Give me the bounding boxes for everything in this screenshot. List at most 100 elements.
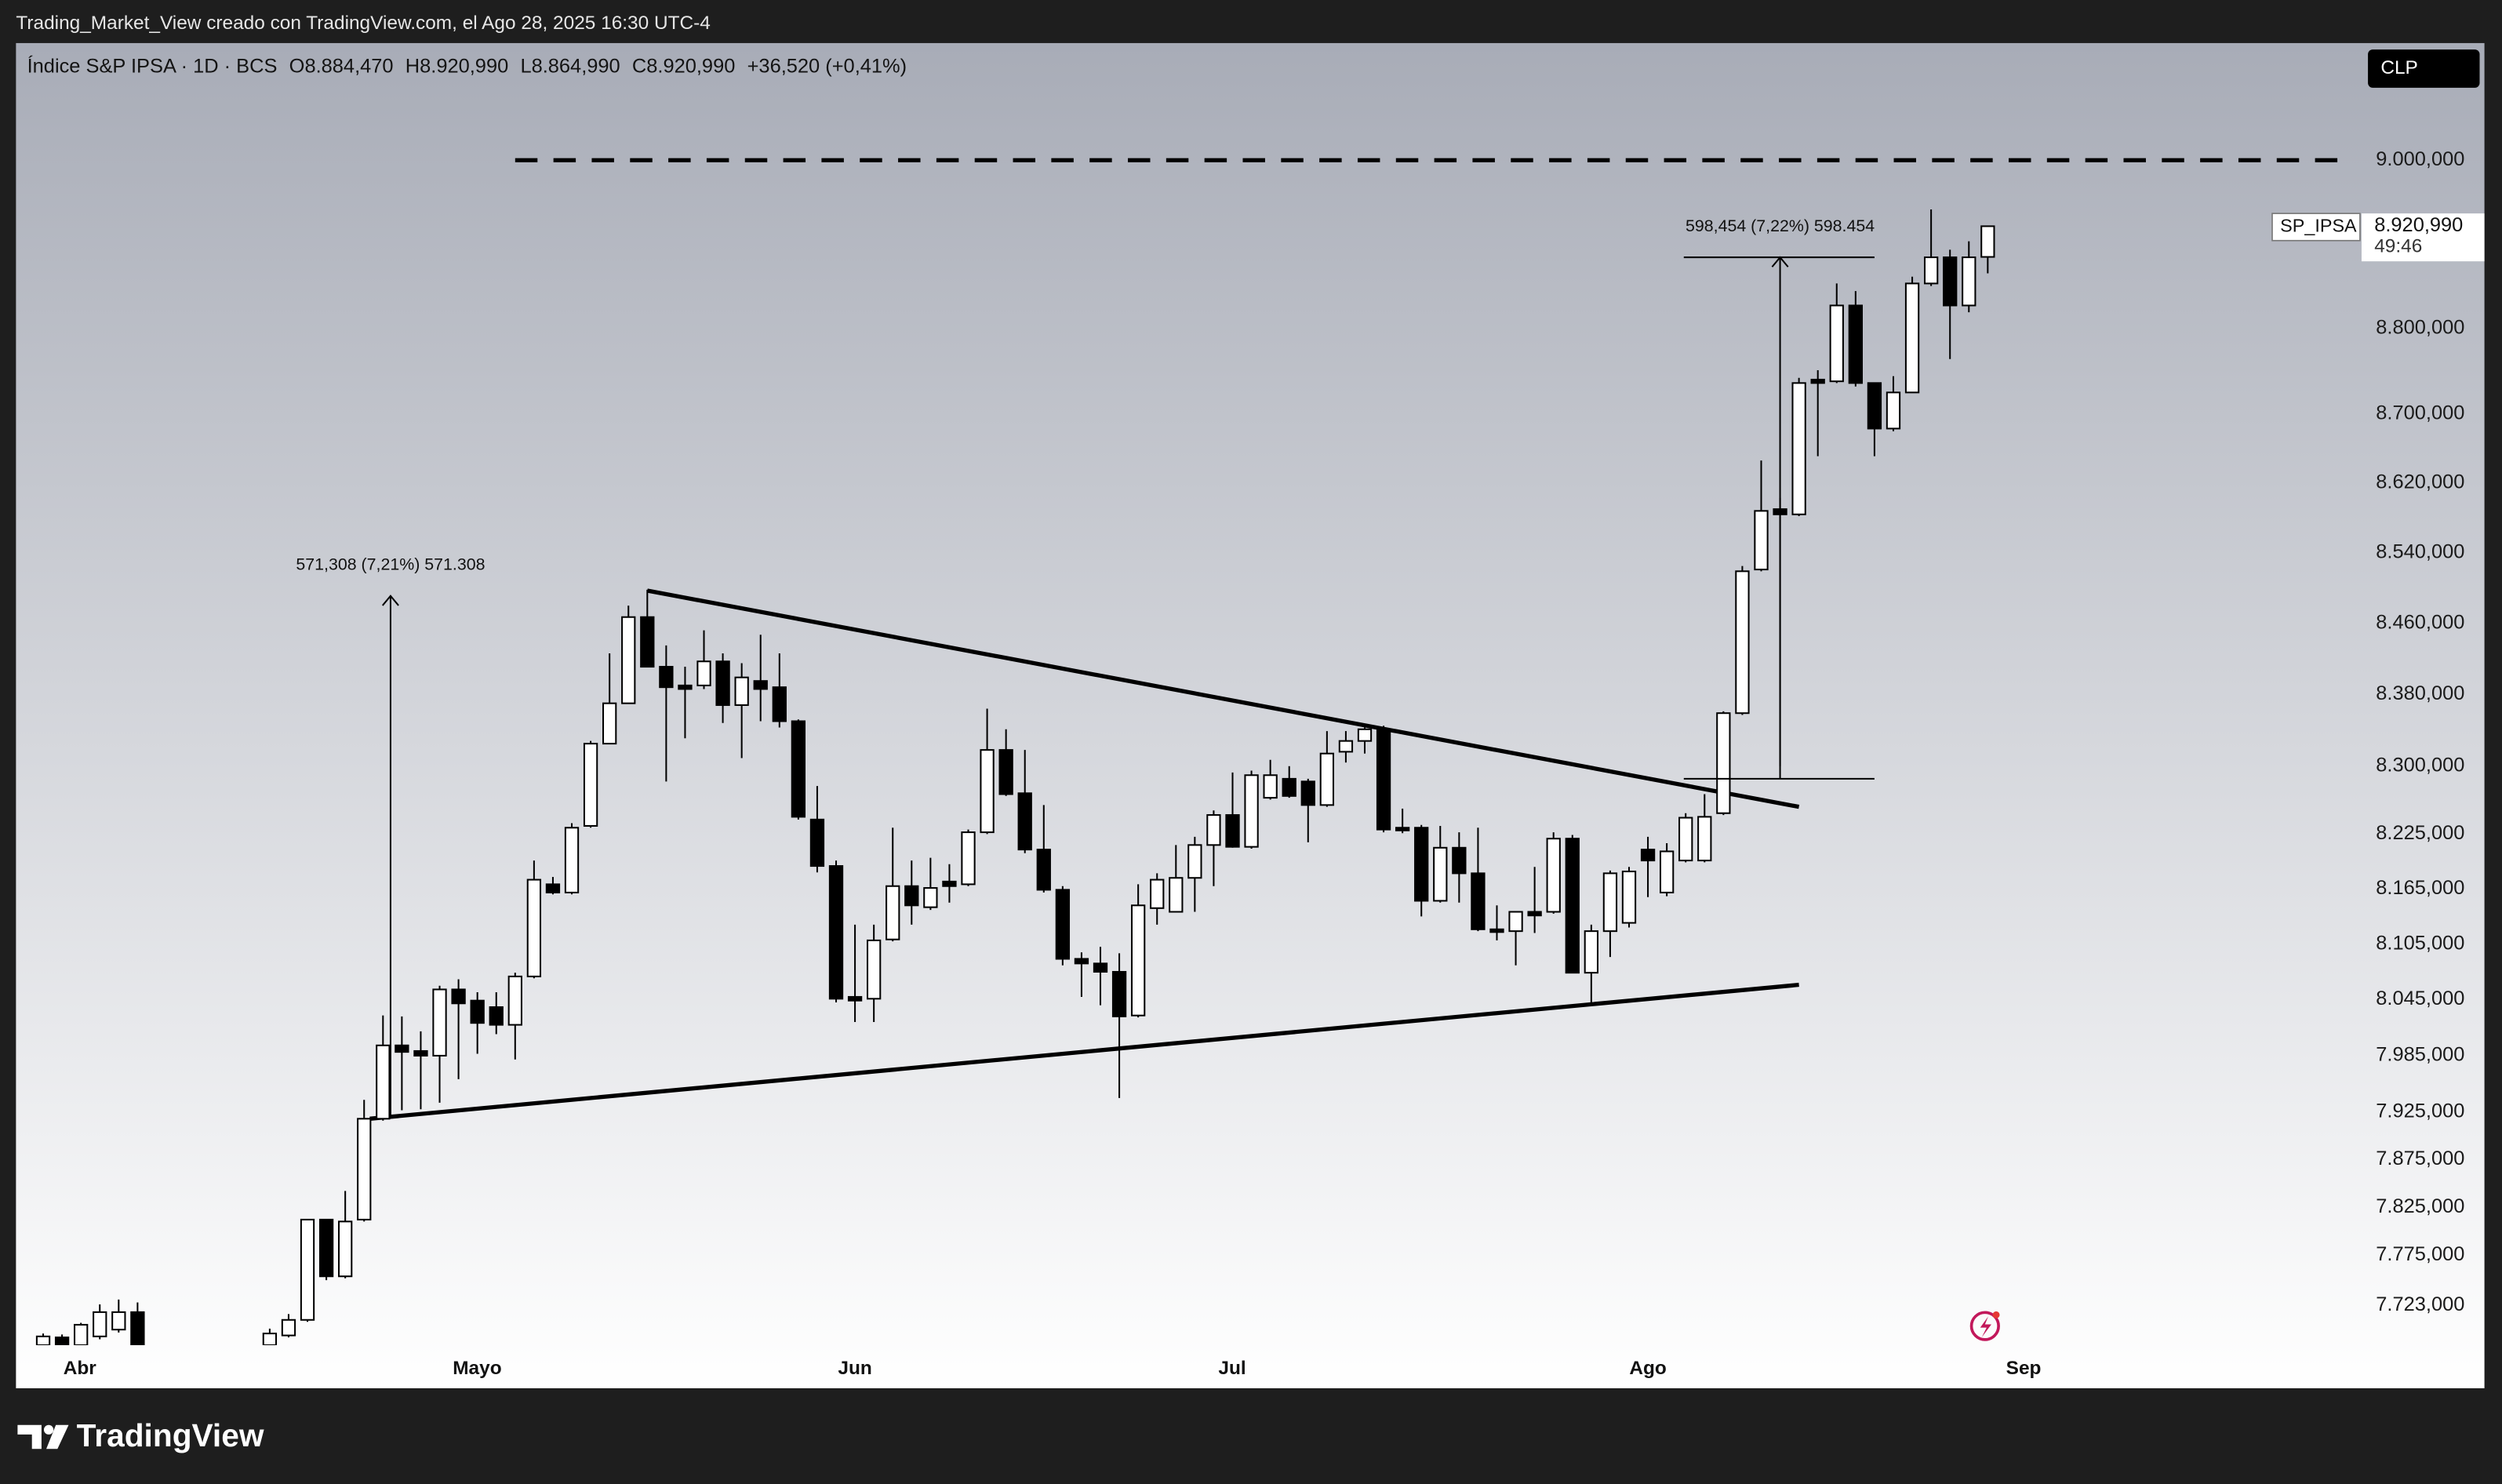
candle-body	[1848, 304, 1864, 384]
candle-body	[507, 975, 522, 1026]
candle-body	[1111, 970, 1127, 1017]
candle-body	[1452, 846, 1467, 875]
y-tick-label: 8.105,000	[2376, 932, 2464, 954]
candle-body	[1659, 850, 1675, 893]
candle-body	[659, 666, 674, 689]
candle-body	[376, 1044, 391, 1120]
measure-label: 571,308 (7,21%) 571.308	[296, 555, 485, 574]
candle-body	[1206, 814, 1221, 846]
candle-body	[1319, 752, 1335, 806]
candle-body	[942, 880, 957, 887]
candle-body	[1904, 282, 1920, 394]
x-tick-label: Jul	[1218, 1358, 1246, 1379]
candle-body	[74, 1323, 89, 1346]
candle-body	[1433, 846, 1448, 902]
alert-icon[interactable]	[1969, 1311, 2000, 1341]
legend-change: +36,520 (+0,41%)	[747, 55, 907, 77]
logo-mark-dot	[43, 1424, 54, 1435]
candle-body	[93, 1311, 107, 1337]
alert-icon-ring[interactable]	[1969, 1311, 2000, 1341]
candle-body	[300, 1218, 315, 1321]
candle-body	[998, 749, 1013, 795]
candle-body	[621, 616, 636, 704]
candle-body	[904, 885, 919, 907]
candle-body	[1621, 871, 1637, 924]
candle-body	[451, 988, 466, 1005]
y-tick-label: 7.723,000	[2376, 1293, 2464, 1315]
candle-body	[602, 702, 617, 745]
y-tick-label: 7.925,000	[2376, 1100, 2464, 1122]
candle-body	[1017, 792, 1032, 851]
axes: 9.000,000 8.800,000 8.700,000 8.620,000 8.54…	[64, 148, 2485, 1379]
candle-body	[1414, 827, 1429, 902]
candle-body	[1244, 774, 1259, 848]
currency-label[interactable]: CLP	[2380, 57, 2417, 78]
footer-logo: TradingView	[17, 1417, 264, 1453]
candle-body	[413, 1049, 428, 1057]
currency-button-bg[interactable]	[2368, 49, 2480, 88]
candle-body	[696, 660, 711, 686]
candle-body	[1300, 780, 1315, 806]
candle-body	[1716, 712, 1731, 814]
candle-body	[1263, 774, 1278, 799]
candle-body	[357, 1118, 372, 1220]
candle-body	[1886, 391, 1901, 430]
measure-arrowhead	[381, 595, 399, 606]
candle-body	[828, 865, 844, 1000]
candle-body	[470, 999, 485, 1024]
plot-area	[35, 158, 2347, 1346]
y-tick-label: 8.700,000	[2376, 402, 2464, 424]
y-tick-label: 8.540,000	[2376, 541, 2464, 563]
y-tick-label: 8.225,000	[2376, 822, 2464, 844]
candle-body	[1508, 911, 1523, 933]
candle-body	[1810, 378, 1825, 384]
candle-body	[1829, 304, 1844, 383]
candle-body	[1697, 816, 1712, 862]
candle-body	[564, 827, 580, 893]
candle-body	[1962, 256, 1977, 307]
y-tick-label: 7.985,000	[2376, 1044, 2464, 1066]
candle-body	[130, 1311, 145, 1346]
y-tick-label: 7.825,000	[2376, 1195, 2464, 1217]
candle-body	[1546, 838, 1561, 913]
candle-body	[1791, 382, 1806, 515]
candle-body	[1754, 510, 1769, 571]
candle-body	[526, 878, 542, 977]
legend-open: O8.884,470	[289, 55, 394, 77]
trendline	[646, 588, 1800, 809]
candle-body	[1923, 256, 1939, 285]
candle-body	[715, 660, 730, 706]
trendline	[369, 982, 1799, 1121]
alert-icon-bolt[interactable]	[1980, 1316, 1991, 1337]
x-tick-label: Jun	[838, 1358, 871, 1379]
price-label-name: SP_IPSA	[2280, 216, 2357, 236]
alert-icon-dot[interactable]	[1992, 1311, 2000, 1319]
candle-body	[886, 885, 900, 940]
candle-body	[1055, 889, 1071, 960]
candle-body	[1225, 814, 1240, 848]
candle-body	[847, 995, 863, 1002]
candle-body	[791, 720, 806, 818]
candle-body	[980, 749, 995, 834]
candle-body	[678, 684, 693, 690]
price-label-value-box	[2361, 213, 2485, 262]
candle-body	[318, 1218, 334, 1278]
legend: Índice S&P IPSA · 1D · BCS O8.884,470 H8…	[27, 54, 907, 77]
candle-body	[395, 1044, 409, 1053]
currency-button[interactable]: CLP	[2368, 49, 2480, 88]
measure-label: 598,454 (7,22%) 598.454	[1686, 216, 1875, 235]
x-tick-label: Abr	[64, 1358, 97, 1379]
candle-body	[734, 676, 749, 706]
candle-body	[1489, 928, 1504, 933]
candle-body	[489, 1006, 504, 1026]
candle-body	[1130, 904, 1146, 1017]
candle-body	[961, 831, 976, 886]
candle-body	[545, 883, 561, 893]
legend-low: L8.864,990	[520, 55, 620, 77]
logo-mark-t	[17, 1424, 42, 1449]
candle-body	[1602, 872, 1618, 933]
candle-body	[111, 1311, 126, 1331]
